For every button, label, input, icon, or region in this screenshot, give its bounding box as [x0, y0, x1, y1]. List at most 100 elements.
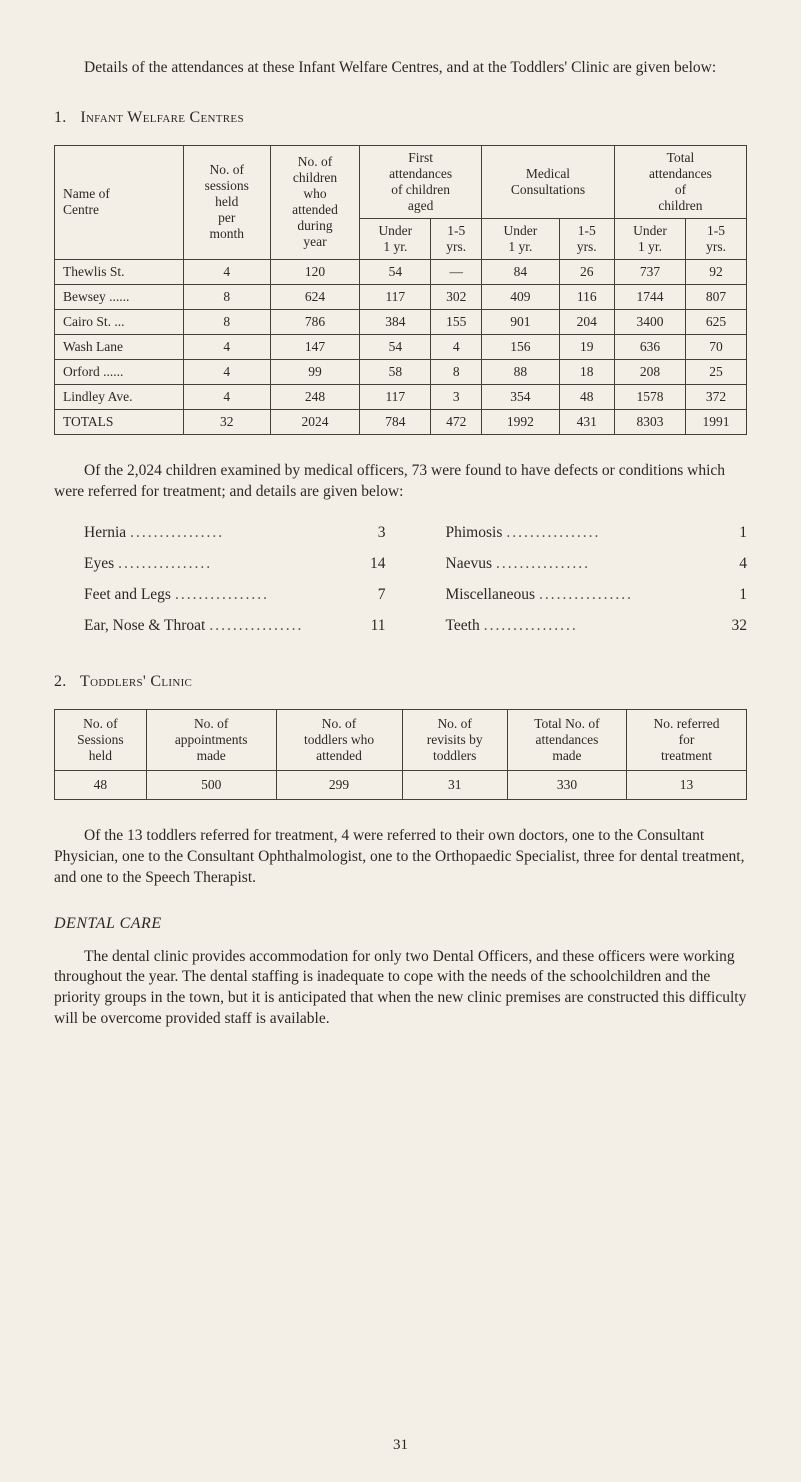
t1-tot-mc-u1: 1992 [482, 409, 560, 434]
table-row: Cairo St. ...87863841559012043400625 [55, 309, 747, 334]
t1-sub-fa-15: 1-5 yrs. [431, 218, 482, 259]
t1-sub-mc-u1: Under 1 yr. [482, 218, 560, 259]
table-cell: 25 [686, 359, 747, 384]
defect-value: 7 [360, 579, 386, 610]
table-cell: 208 [614, 359, 685, 384]
defect-value: 4 [721, 548, 747, 579]
table-row: Thewlis St.412054—842673792 [55, 259, 747, 284]
t2-h2: No. of appointments made [146, 709, 276, 770]
toddlers-paragraph: Of the 13 toddlers referred for treatmen… [54, 826, 747, 889]
t1-head-sessions: No. of sessions held per month [183, 145, 270, 259]
table-cell: 1744 [614, 284, 685, 309]
defects-col-right: Phimosis................1Naevus.........… [446, 517, 748, 641]
table-cell: 54 [360, 334, 431, 359]
table-cell: 807 [686, 284, 747, 309]
table-cell: 354 [482, 384, 560, 409]
table-cell: 120 [270, 259, 359, 284]
table-cell: 624 [270, 284, 359, 309]
t2-data-row: 48 500 299 31 330 13 [55, 770, 747, 799]
defect-label: Naevus [446, 548, 493, 579]
table-cell: 409 [482, 284, 560, 309]
table-cell: 88 [482, 359, 560, 384]
table-cell: — [431, 259, 482, 284]
table-cell: 625 [686, 309, 747, 334]
t1-head-total-attend: Total attendances of children [614, 145, 746, 218]
table-cell: 636 [614, 334, 685, 359]
table-cell: 26 [559, 259, 614, 284]
table-row: Bewsey ......86241173024091161744807 [55, 284, 747, 309]
table-cell: Lindley Ave. [55, 384, 184, 409]
section-1-number: 1. [54, 109, 76, 127]
table-cell: 4 [183, 384, 270, 409]
dental-care-heading: DENTAL CARE [54, 915, 747, 933]
defect-value: 1 [721, 517, 747, 548]
t1-sub-ta-15: 1-5 yrs. [686, 218, 747, 259]
table-row: Wash Lane41475441561963670 [55, 334, 747, 359]
t1-head-medical: Medical Consultations [482, 145, 615, 218]
table-cell: 8 [183, 284, 270, 309]
leader-dots: ................ [205, 610, 359, 641]
table-cell: 70 [686, 334, 747, 359]
t2-c4: 31 [402, 770, 507, 799]
defect-label: Miscellaneous [446, 579, 536, 610]
page-number: 31 [0, 1437, 801, 1454]
t1-tot-ta-u1: 8303 [614, 409, 685, 434]
defects-col-left: Hernia................3Eyes.............… [84, 517, 386, 641]
table-cell: 18 [559, 359, 614, 384]
t1-tot-fa-15: 472 [431, 409, 482, 434]
table-cell: 58 [360, 359, 431, 384]
t1-sub-fa-u1: Under 1 yr. [360, 218, 431, 259]
table-cell: 8 [183, 309, 270, 334]
table-cell: Orford ...... [55, 359, 184, 384]
table-cell: 8 [431, 359, 482, 384]
list-item: Phimosis................1 [446, 517, 748, 548]
section-2-number: 2. [54, 673, 76, 691]
intro-paragraph: Details of the attendances at these Infa… [54, 58, 747, 79]
t1-totals-row: TOTALS 32 2024 784 472 1992 431 8303 199… [55, 409, 747, 434]
section-2-heading: 2. Toddlers' Clinic [54, 673, 747, 691]
t1-tot-child: 2024 [270, 409, 359, 434]
table-cell: 147 [270, 334, 359, 359]
leader-dots: ................ [535, 579, 721, 610]
t1-head-first-attend: First attendances of children aged [360, 145, 482, 218]
defects-intro: Of the 2,024 children examined by medica… [54, 461, 747, 503]
section-1-title: Infant Welfare Centres [80, 109, 244, 126]
table-cell: 204 [559, 309, 614, 334]
t1-tot-sess: 32 [183, 409, 270, 434]
table-cell: 99 [270, 359, 359, 384]
table-cell: 117 [360, 284, 431, 309]
list-item: Naevus................4 [446, 548, 748, 579]
table-cell: 737 [614, 259, 685, 284]
table-cell: 156 [482, 334, 560, 359]
table-cell: 372 [686, 384, 747, 409]
defect-label: Ear, Nose & Throat [84, 610, 205, 641]
table-cell: 84 [482, 259, 560, 284]
t1-head-children: No. of children who attended during year [270, 145, 359, 259]
defect-value: 1 [721, 579, 747, 610]
t2-c5: 330 [507, 770, 626, 799]
defect-label: Hernia [84, 517, 126, 548]
t1-sub-ta-u1: Under 1 yr. [614, 218, 685, 259]
table-cell: Wash Lane [55, 334, 184, 359]
table-cell: 48 [559, 384, 614, 409]
table-cell: 1578 [614, 384, 685, 409]
list-item: Eyes................14 [84, 548, 386, 579]
t2-h1: No. of Sessions held [55, 709, 147, 770]
leader-dots: ................ [502, 517, 721, 548]
table-cell: 54 [360, 259, 431, 284]
list-item: Feet and Legs................7 [84, 579, 386, 610]
table-cell: 155 [431, 309, 482, 334]
t1-totals-label: TOTALS [55, 409, 184, 434]
defect-label: Feet and Legs [84, 579, 171, 610]
t1-sub-mc-15: 1-5 yrs. [559, 218, 614, 259]
defect-value: 3 [360, 517, 386, 548]
defect-value: 11 [360, 610, 386, 641]
table-cell: 19 [559, 334, 614, 359]
defect-value: 32 [721, 610, 747, 641]
table-cell: 248 [270, 384, 359, 409]
table-cell: 384 [360, 309, 431, 334]
t2-h5: Total No. of attendances made [507, 709, 626, 770]
list-item: Hernia................3 [84, 517, 386, 548]
table-cell: 901 [482, 309, 560, 334]
table-cell: 4 [183, 334, 270, 359]
